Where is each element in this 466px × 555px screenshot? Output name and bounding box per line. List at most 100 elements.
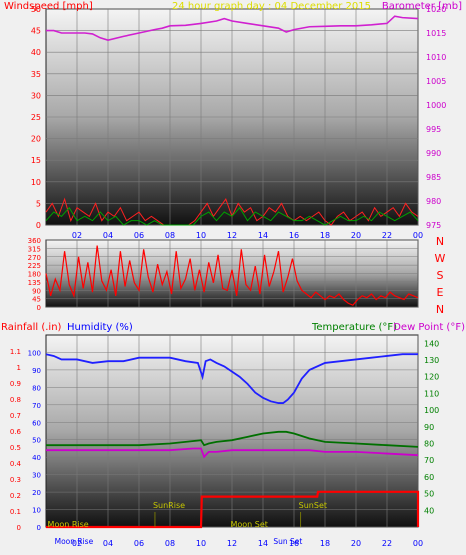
tick-label-humidity: 60 xyxy=(32,419,41,427)
compass-label: S xyxy=(437,269,444,282)
tick-label-barometer: 985 xyxy=(426,173,441,182)
tick-label-temperature: 130 xyxy=(424,356,439,365)
tick-label-hour: 16 xyxy=(289,231,299,240)
tick-label-temperature: 140 xyxy=(424,339,439,348)
tick-label-direction: 180 xyxy=(28,271,41,279)
compass-label: N xyxy=(436,235,444,248)
tick-label-hour: 02 xyxy=(72,231,82,240)
y-ticks-windspeed: 0 5 10 15 20 25 30 35 40 45 50 xyxy=(31,5,41,230)
tick-label-hour: 10 xyxy=(196,231,206,240)
tick-label-barometer: 995 xyxy=(426,125,441,134)
series-line-temperature xyxy=(46,430,419,448)
tick-label-direction: 45 xyxy=(32,296,41,304)
tick-label-hour: 04 xyxy=(103,231,113,240)
y-ticks-temperature: 40 50 60 70 80 90 100 110 120 130 140 xyxy=(424,339,439,515)
tick-label-hour: 18 xyxy=(320,539,330,548)
tick-label-barometer: 990 xyxy=(426,149,441,158)
tick-label-temperature: 110 xyxy=(424,389,439,398)
tick-label-windspeed: 20 xyxy=(31,135,41,144)
event-label-bottom: Moon Rise xyxy=(55,537,94,546)
tick-label-humidity: 50 xyxy=(32,437,41,445)
tick-label-humidity: 40 xyxy=(32,454,41,462)
series-panel-2 xyxy=(45,245,419,306)
tick-label-hour: 14 xyxy=(258,539,268,548)
tick-label-rainfall: 0.5 xyxy=(10,444,21,452)
tick-label-hour: 22 xyxy=(382,231,392,240)
tick-label-direction: 315 xyxy=(28,245,41,253)
tick-label-humidity: 100 xyxy=(28,349,41,357)
tick-label-barometer: 1000 xyxy=(426,101,446,110)
tick-label-humidity: 30 xyxy=(32,472,41,480)
tick-label-hour: 06 xyxy=(134,231,144,240)
tick-label-windspeed: 5 xyxy=(36,199,41,208)
series-line-direction xyxy=(45,245,419,306)
tick-label-hour: 00 xyxy=(413,231,423,240)
tick-label-humidity: 70 xyxy=(32,402,41,410)
tick-label-temperature: 100 xyxy=(424,406,439,415)
event-label-bottom: Sun Set xyxy=(273,537,302,546)
grid-panel-1 xyxy=(46,8,419,226)
series-line-humidity xyxy=(45,353,418,404)
tick-label-windspeed: 50 xyxy=(31,5,41,14)
tick-label-direction: 0 xyxy=(37,304,41,312)
tick-label-temperature: 50 xyxy=(424,490,434,499)
rainfall-axis-title: Rainfall (.in) xyxy=(1,322,62,333)
windspeed-axis-title: Windspeed [mph] xyxy=(4,1,93,12)
tick-label-hour: 22 xyxy=(382,539,392,548)
tick-label-temperature: 40 xyxy=(424,506,434,515)
tick-label-direction: 270 xyxy=(28,254,41,262)
tick-label-windspeed: 45 xyxy=(31,27,41,36)
tick-label-rainfall: 0 xyxy=(17,524,21,532)
humidity-axis-title: Humidity (%) xyxy=(67,322,133,333)
tick-label-barometer: 1005 xyxy=(426,77,446,86)
tick-label-hour: 08 xyxy=(165,539,175,548)
tick-label-direction: 225 xyxy=(28,262,41,270)
tick-label-hour: 20 xyxy=(351,231,361,240)
tick-label-barometer: 1020 xyxy=(426,5,446,14)
compass-label: W xyxy=(435,252,446,265)
tick-label-temperature: 120 xyxy=(424,373,439,382)
chart-title: 24 hour graph day : 04 December 2015 xyxy=(172,1,371,12)
tick-label-hour: 10 xyxy=(196,539,206,548)
series-line-wind-average xyxy=(45,206,419,226)
series-line-dew-point xyxy=(46,447,419,459)
tick-label-temperature: 90 xyxy=(424,423,434,432)
tick-label-windspeed: 40 xyxy=(31,48,41,57)
tick-label-hour: 00 xyxy=(413,539,423,548)
tick-label-windspeed: 10 xyxy=(31,178,41,187)
y-ticks-barometer: 975 980 985 990 995 1000 1005 1010 1015 1020 xyxy=(426,5,446,230)
tick-label-windspeed: 15 xyxy=(31,156,41,165)
tick-label-windspeed: 30 xyxy=(31,91,41,100)
tick-label-hour: 04 xyxy=(103,539,113,548)
series-line-barometer xyxy=(46,15,419,42)
tick-label-rainfall: 0.3 xyxy=(10,476,21,484)
tick-label-direction: 90 xyxy=(32,287,41,295)
events-panel-3: Moon Rise SunRise Moon Set SunSet Moon Rise S… xyxy=(48,501,327,546)
tick-label-rainfall: 0.8 xyxy=(10,396,21,404)
tick-label-rainfall: 0.4 xyxy=(10,460,22,468)
tick-label-barometer: 1015 xyxy=(426,29,446,38)
tick-label-hour: 18 xyxy=(320,231,330,240)
y-ticks-rain-humidity: 0 0.1 0.2 0.3 0.4 0.5 0.6 0.7 0.8 0.9 1 1.1 0 10 20 30 4… xyxy=(10,348,41,532)
tick-label-temperature: 70 xyxy=(424,456,434,465)
tick-label-humidity: 20 xyxy=(32,489,41,497)
tick-label-hour: 16 xyxy=(289,539,299,548)
x-ticks-panel-1: 02 04 06 08 10 12 14 16 18 20 22 00 xyxy=(72,231,423,240)
compass-label: N xyxy=(436,303,444,316)
x-ticks-panel-3: 02 04 06 08 10 12 14 16 18 20 22 00 xyxy=(72,539,423,548)
tick-label-barometer: 1010 xyxy=(426,53,446,62)
tick-label-rainfall: 0.6 xyxy=(10,428,22,436)
series-panel-1 xyxy=(45,15,419,226)
tick-label-hour: 12 xyxy=(227,539,237,548)
temperature-axis-title: Temperature (°F) xyxy=(311,322,397,333)
tick-label-humidity: 10 xyxy=(32,507,41,515)
tick-label-windspeed: 25 xyxy=(31,113,41,122)
event-label: Moon Rise xyxy=(48,520,89,529)
barometer-axis-title: Barometer [mb] xyxy=(382,1,462,12)
series-panel-3 xyxy=(45,353,420,529)
tick-label-windspeed: 0 xyxy=(36,221,41,230)
